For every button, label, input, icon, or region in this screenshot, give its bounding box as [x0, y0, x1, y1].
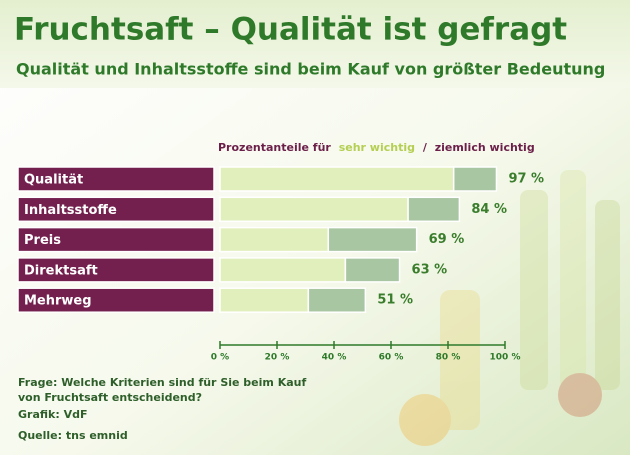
footer-question: Frage: Welche Kriterien sind für Sie bei… — [18, 376, 306, 389]
bar — [219, 287, 310, 313]
header-band — [0, 0, 630, 88]
bar — [307, 287, 367, 313]
x-tick-label: 20 % — [265, 353, 290, 363]
bar — [452, 166, 498, 192]
legend-entry: ziemlich wichtig — [435, 141, 535, 154]
chart-title: Fruchtsaft – Qualität ist gefragt — [14, 12, 567, 48]
total-label: 84 % — [471, 202, 507, 217]
x-tick-label: 80 % — [436, 353, 461, 363]
category-box — [17, 257, 215, 283]
chart-subtitle: Qualität und Inhaltsstoffe sind beim Kau… — [16, 60, 605, 79]
category-box — [17, 166, 215, 192]
footer-question: von Fruchtsaft entscheidend? — [18, 391, 202, 404]
total-label: 63 % — [412, 262, 448, 277]
bar — [327, 226, 418, 253]
bar — [219, 257, 347, 283]
x-tick-label: 40 % — [322, 353, 347, 363]
category-box — [17, 196, 215, 223]
decor-bottles — [399, 170, 620, 446]
bar — [219, 166, 455, 192]
bar — [219, 196, 409, 223]
y-tick-label: Direktsaft — [24, 263, 98, 278]
y-tick-label: Mehrweg — [24, 294, 92, 309]
category-box — [17, 287, 215, 313]
x-tick-label: 60 % — [379, 353, 404, 363]
legend-title: Prozentanteile für — [218, 141, 331, 154]
y-tick-label: Qualität — [24, 173, 83, 188]
bar — [407, 196, 461, 223]
footer-source: Quelle: tns emnid — [18, 429, 128, 442]
legend: Prozentanteile für sehr wichtig / ziemli… — [218, 141, 535, 154]
bar — [219, 226, 330, 253]
total-label: 51 % — [377, 293, 413, 308]
legend-separator: / — [423, 141, 428, 154]
category-box — [17, 226, 215, 253]
x-tick-label: 0 % — [211, 353, 229, 363]
x-tick-label: 100 % — [490, 353, 521, 363]
footer-graphic: Grafik: VdF — [18, 408, 87, 421]
bar — [344, 257, 401, 283]
total-label: 97 % — [508, 172, 544, 187]
y-tick-label: Inhaltsstoffe — [24, 203, 117, 218]
y-tick-label: Preis — [24, 233, 61, 248]
total-label: 69 % — [429, 232, 465, 247]
legend-entry: sehr wichtig — [339, 141, 415, 154]
